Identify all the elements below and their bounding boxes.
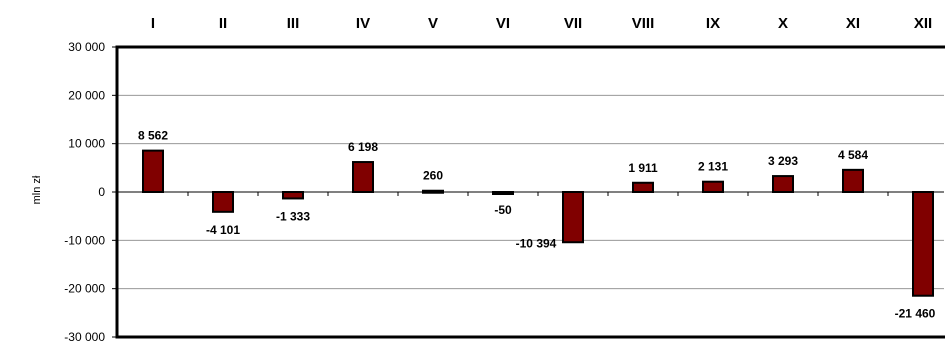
bar-IV (352, 161, 374, 193)
bar-V (422, 189, 444, 194)
category-label: VII (564, 15, 582, 32)
gridlines (117, 46, 944, 290)
bar-II (212, 191, 234, 213)
data-label-III: -1 333 (276, 209, 310, 223)
category-label: IV (356, 15, 370, 32)
data-label-XI: 4 584 (838, 148, 868, 162)
category-label: II (219, 15, 227, 32)
data-label-X: 3 293 (768, 154, 798, 168)
data-label-II: -4 101 (206, 223, 240, 237)
y-tick-label: 0 (98, 185, 105, 199)
bar-I (142, 149, 164, 194)
y-axis-title: mln zł (31, 175, 43, 204)
y-tick-label: 30 000 (68, 40, 105, 54)
data-label-VI: -50 (494, 203, 512, 217)
y-tick-label: 20 000 (68, 88, 105, 102)
bar-III (282, 191, 304, 200)
data-label-VII: -10 394 (516, 237, 557, 251)
bar-VI (492, 191, 514, 195)
category-label: VI (496, 15, 510, 32)
data-label-VIII: 1 911 (628, 161, 658, 175)
category-label: VIII (632, 15, 655, 32)
category-label: I (151, 15, 155, 32)
category-label: IX (706, 15, 720, 32)
bars (142, 149, 934, 297)
bar-X (772, 175, 794, 193)
y-tick-label: -10 000 (64, 233, 105, 247)
data-label-V: 260 (423, 169, 443, 183)
category-label: V (428, 15, 438, 32)
category-labels: I II III IV V VI VII VIII IX X XI XII (151, 15, 932, 32)
y-tick-label: -20 000 (64, 282, 105, 296)
y-axis: 30 000 20 000 10 000 0 -10 000 -20 000 -30 000 (64, 40, 117, 344)
category-label: X (778, 15, 788, 32)
data-label-IV: 6 198 (348, 140, 378, 154)
y-tick-label: -30 000 (64, 330, 105, 344)
data-label-XII: -21 460 (895, 307, 936, 321)
data-label-I: 8 562 (138, 129, 168, 143)
bar-XII (912, 191, 934, 297)
category-label: III (287, 15, 300, 32)
bar-VIII (632, 181, 654, 194)
bar-VII (562, 191, 584, 244)
y-tick-label: 10 000 (68, 137, 105, 151)
bar-XI (842, 168, 864, 193)
data-labels: 8 562 -4 101 -1 333 6 198 260 -50 -10 394 1 911… (138, 129, 936, 321)
category-label: XII (914, 15, 932, 32)
bar-IX (702, 180, 724, 193)
category-label: XI (846, 15, 860, 32)
data-label-IX: 2 131 (698, 160, 728, 174)
